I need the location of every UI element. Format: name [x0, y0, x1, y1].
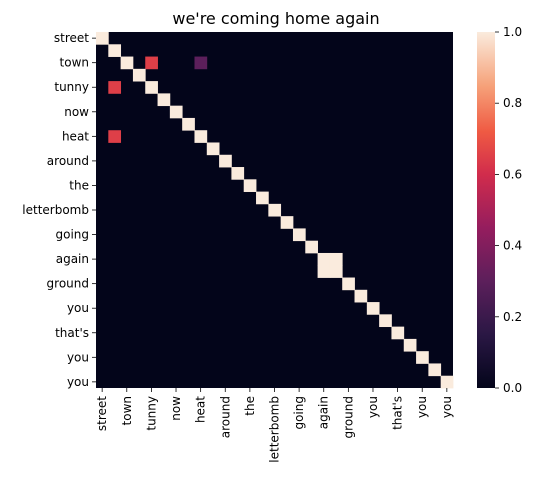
y-tick-label: heat [62, 129, 89, 143]
heatmap-cell [256, 192, 269, 205]
y-tick-label: you [67, 350, 89, 364]
y-tick-label: going [55, 228, 89, 242]
heatmap-cell [305, 241, 318, 254]
heatmap-cell [145, 81, 158, 94]
y-tick-label: now [64, 105, 89, 119]
y-tick-label: that's [55, 326, 89, 340]
heatmap-cell [194, 57, 207, 70]
heatmap-cells [96, 32, 453, 388]
heatmap-cell [318, 253, 331, 266]
heatmap-cell [318, 265, 331, 278]
heatmap-cell [207, 142, 220, 155]
heatmap-cell [281, 216, 294, 229]
y-tick-label: you [67, 301, 89, 315]
heatmap-cell [416, 351, 429, 364]
heatmap-cell [219, 155, 232, 168]
colorbar-tick-label: 1.0 [503, 25, 522, 39]
colorbar-tick-label: 0.8 [503, 96, 522, 110]
y-axis: street town tunny now heat around the letterbom… [22, 31, 96, 389]
heatmap-cell [133, 69, 146, 82]
heatmap-cell [108, 44, 121, 57]
y-tick-label: street [54, 31, 89, 45]
heatmap-cell [293, 228, 306, 241]
x-tick-label: going [292, 396, 306, 430]
x-tick-label: again [317, 396, 331, 429]
y-tick-label: around [47, 154, 89, 168]
colorbar-ticks: 0.0 0.2 0.4 0.6 0.8 1.0 [495, 25, 522, 395]
y-tick-label: again [56, 252, 89, 266]
y-tick-label: ground [47, 277, 89, 291]
heatmap-cell [145, 57, 158, 70]
x-tick-label: you [440, 396, 454, 418]
x-tick-label: town [120, 396, 134, 425]
heatmap-cell [330, 265, 343, 278]
y-tick-label: letterbomb [22, 203, 89, 217]
heatmap-cell [231, 167, 244, 180]
heatmap-cell [96, 32, 109, 45]
x-tick-label: tunny [144, 396, 158, 431]
heatmap-cell [342, 278, 355, 291]
x-tick-label: around [218, 396, 232, 438]
heatmap-cell [244, 179, 257, 192]
heatmap-cell [182, 118, 195, 131]
heatmap-cell [108, 81, 121, 94]
colorbar-tick-label: 0.0 [503, 381, 522, 395]
heatmap-cell [355, 290, 368, 303]
x-tick-label: the [243, 396, 257, 416]
heatmap-cell [367, 302, 380, 315]
heatmap-cell [404, 339, 417, 352]
heatmap-cell [330, 253, 343, 266]
x-tick-label: heat [194, 396, 208, 423]
y-tick-label: town [60, 56, 89, 70]
y-tick-label: you [67, 375, 89, 389]
colorbar [477, 32, 495, 388]
x-tick-label: now [169, 396, 183, 421]
colorbar-tick-label: 0.6 [503, 167, 522, 181]
x-tick-label: street [95, 396, 109, 431]
y-tick-label: tunny [54, 80, 89, 94]
heatmap-cell [170, 106, 183, 119]
x-tick-label: you [366, 396, 380, 418]
heatmap-cell [158, 93, 171, 106]
heatmap-cell [379, 314, 392, 327]
chart-title: we're coming home again [172, 9, 379, 28]
x-tick-label: that's [391, 396, 405, 430]
heatmap-cell [428, 363, 441, 376]
heatmap-cell [108, 130, 121, 143]
heatmap-cell [121, 57, 134, 70]
x-tick-label: you [415, 396, 429, 418]
colorbar-tick-label: 0.4 [503, 239, 522, 253]
x-tick-label: ground [341, 396, 355, 438]
heatmap-cell [268, 204, 281, 217]
x-tick-label: letterbomb [268, 396, 282, 463]
colorbar-tick-label: 0.2 [503, 310, 522, 324]
heatmap-cell [194, 130, 207, 143]
heatmap-cell [391, 327, 404, 340]
x-axis: street town tunny now heat around the letterbom… [95, 388, 454, 463]
heatmap-cell [441, 376, 454, 389]
y-tick-label: the [69, 178, 89, 192]
